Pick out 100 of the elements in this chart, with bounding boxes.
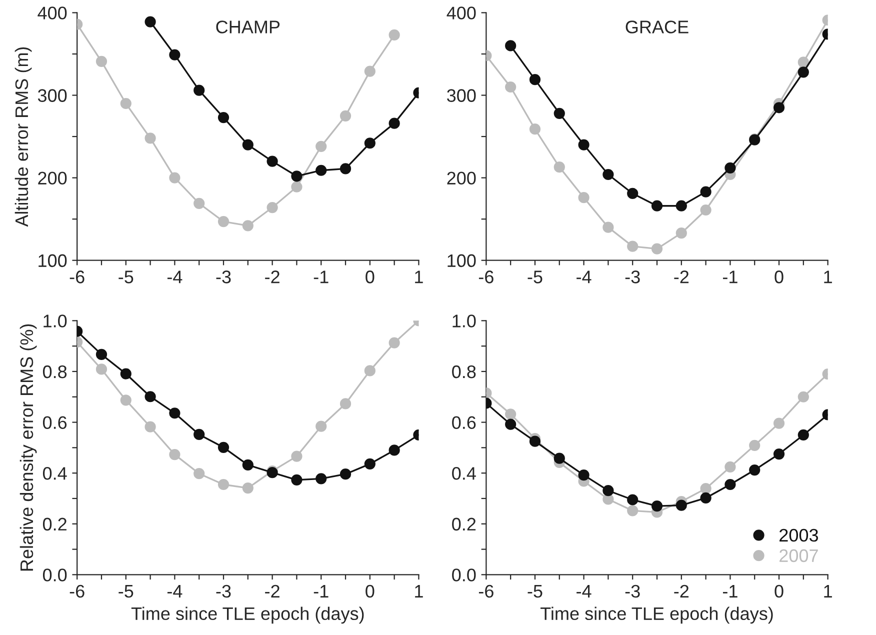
x-tick-label: -6 <box>478 270 494 284</box>
point <box>505 40 516 52</box>
point <box>627 240 638 252</box>
point <box>266 202 278 214</box>
x-tick-label: -1 <box>314 270 328 284</box>
y-tick-label: 0.4 <box>42 467 67 480</box>
point <box>218 478 230 490</box>
x-axis-title: Time since TLE epoch (days) <box>540 606 773 624</box>
x-tick-label: -3 <box>216 270 231 284</box>
point <box>218 216 230 228</box>
point <box>120 394 132 406</box>
y-tick-label: 1.0 <box>44 314 67 328</box>
point <box>505 408 516 420</box>
point <box>242 139 254 150</box>
point <box>578 139 590 150</box>
point <box>749 440 760 451</box>
x-tick-label: -6 <box>70 584 84 598</box>
legend-label: 2007 <box>780 549 818 562</box>
point <box>554 452 565 464</box>
x-tick-label: -2 <box>674 584 689 598</box>
point <box>266 156 278 167</box>
point <box>169 448 180 460</box>
point <box>602 168 614 180</box>
point <box>242 459 254 471</box>
x-tick-label: 1 <box>415 270 423 284</box>
point <box>169 408 180 419</box>
point <box>364 138 376 149</box>
point <box>798 66 809 78</box>
chart-title: GRACE <box>626 20 688 34</box>
point <box>388 29 400 41</box>
y-axis-title: Altitude error RMS (m) <box>14 47 32 227</box>
y-tick-label: 400 <box>446 6 476 20</box>
x-tick-label: -6 <box>70 270 84 284</box>
x-tick-label: -5 <box>118 585 134 598</box>
point <box>169 49 180 60</box>
point <box>505 418 516 430</box>
y-tick-label: 0.0 <box>452 568 476 582</box>
x-tick-label: 1 <box>824 585 832 598</box>
point <box>798 56 809 68</box>
point <box>749 464 760 476</box>
point <box>194 428 205 440</box>
x-tick-label: 0 <box>366 270 374 284</box>
y-axis-title: Relative density error RMS (%) <box>20 324 37 571</box>
x-tick-label: -2 <box>265 584 280 598</box>
point <box>676 500 687 511</box>
point <box>700 204 712 216</box>
point <box>96 364 108 375</box>
y-tick-label: 300 <box>447 89 476 102</box>
x-tick-label: -3 <box>625 270 640 284</box>
point <box>218 442 230 453</box>
point <box>316 164 327 176</box>
point <box>316 473 327 484</box>
point <box>529 436 541 447</box>
point <box>602 222 614 233</box>
x-tick-label: -5 <box>118 270 134 284</box>
point <box>144 421 156 432</box>
point <box>554 162 565 173</box>
point <box>96 56 108 67</box>
point <box>627 494 638 506</box>
y-tick-label: 300 <box>38 89 67 102</box>
point <box>120 368 132 380</box>
point <box>724 461 736 473</box>
y-tick-label: 0.8 <box>42 365 67 378</box>
x-tick-label: -4 <box>576 585 592 598</box>
point <box>651 500 663 512</box>
point <box>218 112 230 124</box>
point <box>144 391 156 402</box>
point <box>700 492 712 504</box>
point <box>242 220 254 232</box>
point <box>627 188 638 200</box>
point <box>316 420 327 432</box>
y-tick-label: 0.2 <box>452 518 476 531</box>
y-tick-label: 0.0 <box>42 568 67 582</box>
x-tick-label: -1 <box>314 585 328 598</box>
point <box>194 84 205 96</box>
point <box>676 200 687 212</box>
point <box>773 102 785 114</box>
point <box>578 192 590 204</box>
point <box>340 398 352 410</box>
point <box>340 163 352 174</box>
x-tick-label: -6 <box>478 584 494 598</box>
y-tick-label: 400 <box>38 6 67 20</box>
y-tick-label: 0.6 <box>42 416 67 429</box>
point <box>144 132 156 144</box>
y-tick-label: 0.2 <box>42 518 66 531</box>
y-tick-label: 0.4 <box>452 467 476 480</box>
point <box>364 458 376 470</box>
point <box>651 200 663 212</box>
x-tick-label: -4 <box>167 270 182 284</box>
point <box>773 448 785 460</box>
point <box>291 170 302 182</box>
x-tick-label: -5 <box>528 585 542 598</box>
y-tick-label: 1.0 <box>452 314 476 328</box>
point <box>340 110 352 122</box>
x-tick-label: -4 <box>576 270 592 284</box>
y-tick-label: 100 <box>38 254 67 268</box>
x-tick-label: -3 <box>216 584 231 598</box>
x-tick-label: 0 <box>774 584 784 598</box>
point <box>773 418 785 429</box>
point <box>144 16 156 28</box>
